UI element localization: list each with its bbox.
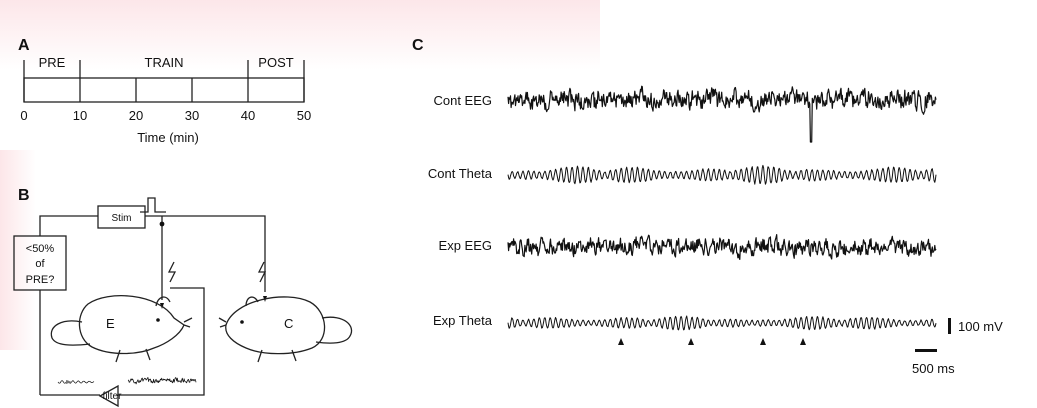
scale-label-voltage: 100 mV (958, 319, 1003, 334)
stim-label: Stim (112, 213, 132, 224)
junction-dot (159, 221, 165, 227)
timeline-box (23, 77, 305, 103)
phase-label-pre: PRE (39, 55, 66, 70)
background-tint (0, 0, 600, 70)
animal-label-e: E (106, 316, 115, 331)
mini-filtered-trace (57, 380, 95, 384)
trace-label-exp-theta: Exp Theta (433, 313, 493, 328)
trace-label-cont-theta: Cont Theta (428, 166, 493, 181)
tick-label-10: 10 (73, 108, 87, 123)
phase-label-train: TRAIN (145, 55, 184, 70)
trace-exp-eeg (507, 234, 937, 260)
timeline-diagram: PRE TRAIN POST 0 10 20 30 40 50 Time (mi… (20, 55, 311, 145)
scale-label-time: 500 ms (912, 361, 955, 376)
panel-letter-b: B (18, 187, 30, 204)
condition-line-3: PRE? (26, 274, 55, 286)
trace-cont-theta (507, 164, 937, 185)
mini-arrow-icon (66, 380, 72, 384)
phase-label-post: POST (258, 55, 293, 70)
lightning-bolt-icon-exp (167, 261, 177, 283)
wire-to-stim (39, 215, 98, 236)
eeg-traces-panel: Cont EEG Cont Theta Exp EEG Exp Theta 10… (428, 85, 1003, 376)
stim-pulse-icon (140, 197, 166, 213)
stim-marker-3 (760, 338, 766, 345)
amplifier-label: filter (103, 391, 123, 402)
tick-label-30: 30 (185, 108, 199, 123)
tick-label-20: 20 (129, 108, 143, 123)
condition-line-1: <50% (26, 243, 55, 255)
recording-wire (118, 287, 205, 396)
tick-label-40: 40 (241, 108, 255, 123)
trace-label-exp-eeg: Exp EEG (439, 238, 492, 253)
panel-letter-c: C (412, 37, 424, 54)
animal-label-c: C (284, 316, 293, 331)
stim-marker-4 (800, 338, 806, 345)
stim-marker-2 (688, 338, 694, 345)
scale-bar-time (915, 349, 937, 352)
stim-box (97, 205, 146, 229)
wire-to-control (145, 215, 266, 292)
trace-exp-theta (507, 315, 937, 331)
mini-raw-trace (127, 377, 197, 385)
rat-control-icon: C (218, 296, 353, 363)
condition-box (13, 235, 67, 291)
background-tint-left (0, 150, 36, 350)
panel-letter-a: A (18, 37, 30, 54)
trace-cont-eeg (507, 85, 937, 143)
stim-marker-1 (618, 338, 624, 345)
tick-label-50: 50 (297, 108, 311, 123)
condition-line-2: of (35, 258, 45, 270)
lightning-bolt-icon-ctrl (257, 261, 267, 283)
trace-label-cont-eeg: Cont EEG (433, 93, 492, 108)
timeline-axis-label: Time (min) (137, 130, 199, 145)
closed-loop-schematic: Stim <50% of PRE? E C (13, 197, 353, 408)
tick-label-0: 0 (20, 108, 27, 123)
scale-bar-voltage (948, 318, 951, 334)
amplifier-icon (98, 384, 119, 408)
rat-experimental-icon: E (50, 295, 193, 363)
